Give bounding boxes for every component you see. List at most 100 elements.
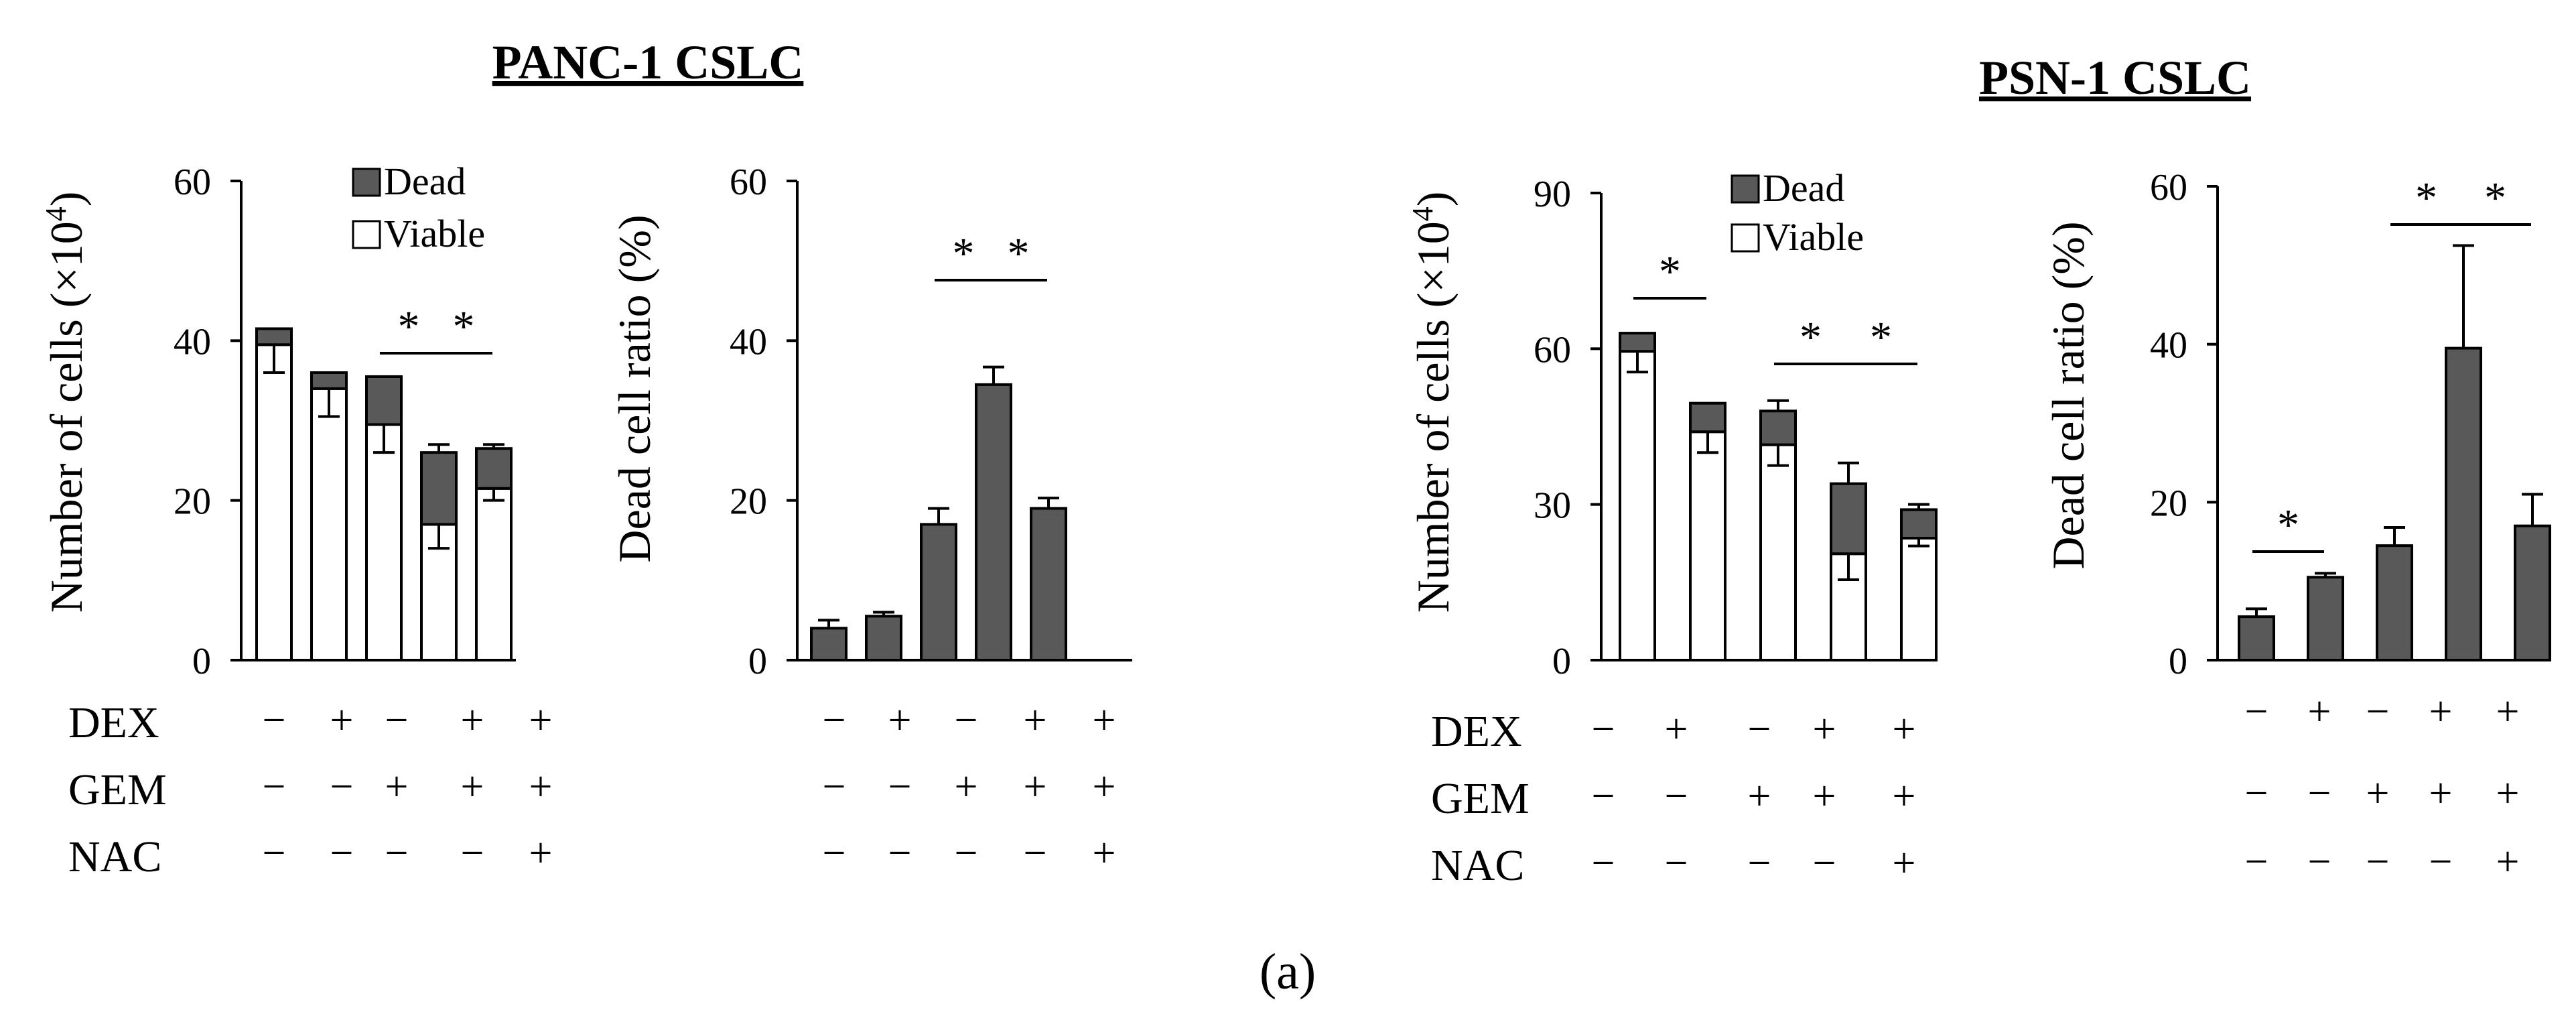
condition-sign-gem: − [1665, 773, 1688, 819]
condition-sign-gem: + [385, 764, 409, 810]
y-axis-title-panc1-cells: Number of cells (×104) [40, 192, 92, 613]
condition-sign-nac: − [2308, 839, 2331, 885]
condition-sign-nac: − [263, 830, 286, 876]
bar-dead [420, 451, 458, 526]
bar-viable [1689, 430, 1726, 661]
bar-dead-ratio [2307, 576, 2344, 662]
condition-label-nac-psn1: NAC [1431, 841, 1524, 890]
condition-sign-gem: + [1748, 773, 1771, 819]
panel-title-panc1: PANC-1 CSLC [492, 36, 804, 89]
condition-sign-gem: − [888, 764, 912, 810]
bar-dead [475, 447, 513, 490]
condition-sign-dex: − [2366, 689, 2390, 735]
condition-sign-nac: − [823, 830, 846, 876]
y-tick-label: 60 [2150, 167, 2187, 208]
condition-sign-nac: − [955, 830, 978, 876]
legend-label-viable: Viable [1763, 215, 1864, 259]
bar-dead-ratio [2376, 544, 2413, 661]
panel-title-psn1: PSN-1 CSLC [1979, 51, 2251, 105]
condition-sign-gem: + [529, 764, 553, 810]
bar-dead-ratio [1030, 507, 1067, 661]
condition-sign-dex: − [1592, 706, 1615, 752]
bar-dead-ratio [810, 627, 848, 661]
significance-star: * [398, 302, 420, 351]
y-axis-title-psn1-cells: Number of cells (×104) [1406, 192, 1459, 613]
condition-sign-gem: + [461, 764, 484, 810]
condition-sign-dex: + [2429, 689, 2453, 735]
condition-sign-gem: + [1893, 773, 1916, 819]
y-tick-label: 60 [730, 162, 767, 203]
bar-dead [1759, 409, 1797, 446]
condition-sign-nac: − [2429, 839, 2453, 885]
condition-sign-gem: − [823, 764, 846, 810]
condition-sign-dex: − [1748, 706, 1771, 752]
bar-viable [255, 343, 293, 662]
condition-sign-nac: − [2245, 839, 2268, 885]
condition-label-gem-panc1: GEM [68, 765, 167, 814]
condition-sign-nac: − [461, 830, 484, 876]
condition-sign-gem: + [2366, 771, 2390, 816]
condition-sign-nac: − [1665, 840, 1688, 886]
significance-star: * [1800, 313, 1822, 362]
bar-dead [255, 327, 293, 346]
y-tick-label: 0 [1552, 641, 1571, 682]
condition-sign-dex: + [1024, 698, 1047, 743]
bar-dead-ratio [975, 383, 1012, 661]
condition-sign-gem: + [2496, 771, 2520, 816]
condition-sign-gem: − [1592, 773, 1615, 819]
condition-sign-gem: − [2308, 771, 2331, 816]
bar-viable [1759, 443, 1797, 661]
condition-sign-gem: − [330, 764, 354, 810]
legend-swatch-viable [352, 220, 381, 249]
condition-sign-dex: + [330, 698, 354, 743]
significance-star: * [2277, 501, 2299, 550]
y-tick-label: 0 [2169, 641, 2187, 682]
condition-sign-gem: + [2429, 771, 2453, 816]
condition-sign-dex: + [1893, 706, 1916, 752]
bar-dead-ratio [2514, 524, 2551, 662]
condition-sign-nac: + [529, 830, 553, 876]
bar-viable [1619, 350, 1656, 661]
figure-caption: (a) [1260, 944, 1316, 1000]
y-tick-label: 40 [730, 321, 767, 363]
condition-sign-gem: + [1813, 773, 1836, 819]
condition-sign-nac: − [1592, 840, 1615, 886]
y-tick-label: 0 [748, 641, 767, 682]
condition-sign-gem: + [1093, 764, 1116, 810]
condition-sign-nac: − [1024, 830, 1047, 876]
significance-star: * [953, 229, 975, 278]
bar-viable [310, 387, 348, 661]
condition-sign-nac: − [385, 830, 409, 876]
y-tick-label: 40 [2150, 325, 2187, 367]
condition-label-nac-panc1: NAC [68, 832, 161, 881]
condition-sign-dex: + [1665, 706, 1688, 752]
condition-sign-dex: − [263, 698, 286, 743]
condition-sign-nac: + [1893, 840, 1916, 886]
condition-sign-nac: + [2496, 839, 2520, 885]
legend-psn1: Dead Viable [1731, 166, 1864, 259]
condition-sign-dex: + [529, 698, 553, 743]
y-tick-label: 0 [192, 641, 211, 682]
y-tick-label: 30 [1534, 485, 1571, 527]
condition-sign-dex: + [1813, 706, 1836, 752]
condition-sign-nac: + [1093, 830, 1116, 876]
legend-swatch-dead [352, 168, 381, 197]
y-tick-label: 20 [2150, 483, 2187, 524]
legend-label-dead: Dead [384, 160, 466, 203]
significance-star: * [1870, 313, 1892, 362]
bar-viable [475, 487, 513, 662]
bar-dead [310, 371, 348, 390]
condition-sign-dex: + [888, 698, 912, 743]
condition-sign-nac: − [888, 830, 912, 876]
condition-sign-dex: − [385, 698, 409, 743]
bar-dead-ratio [920, 523, 957, 662]
condition-sign-dex: − [823, 698, 846, 743]
condition-sign-gem: − [2245, 771, 2268, 816]
bar-viable [1900, 537, 1938, 661]
legend-swatch-viable [1731, 223, 1760, 253]
condition-sign-gem: + [955, 764, 978, 810]
